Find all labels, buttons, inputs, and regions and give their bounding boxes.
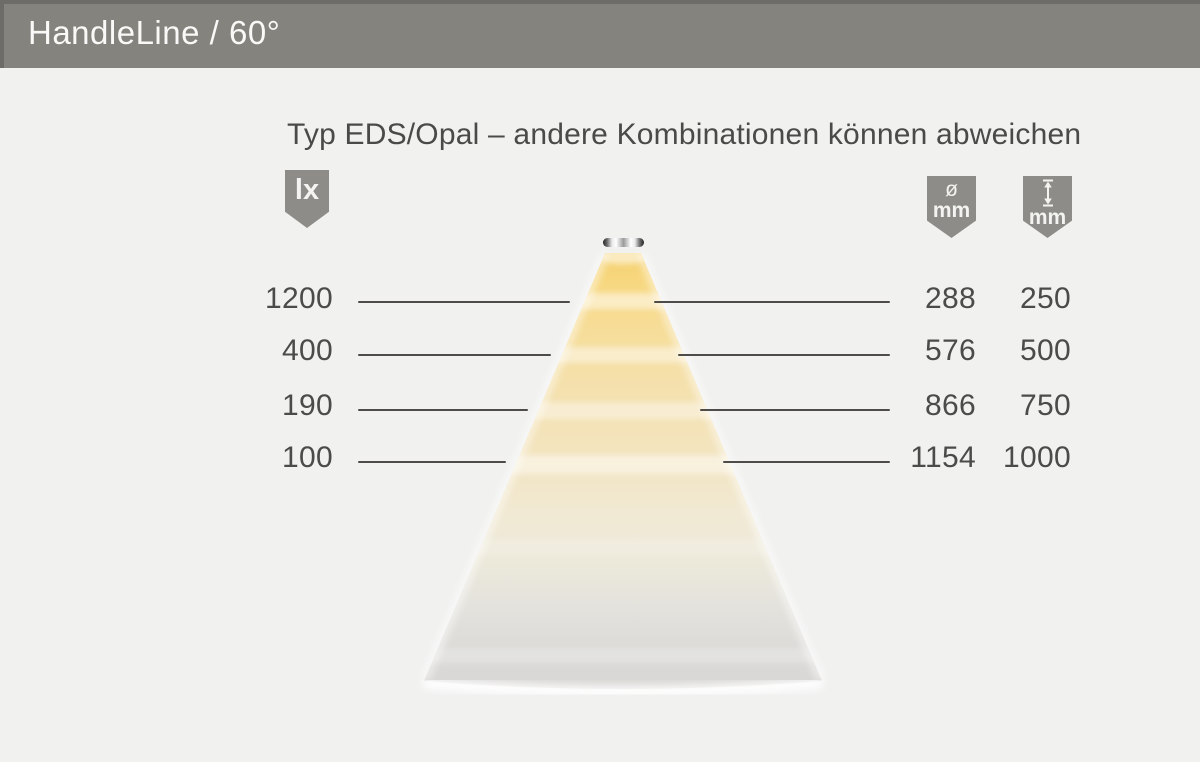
lux-value: 100	[282, 441, 333, 474]
diameter-unit-label: mm	[932, 199, 971, 222]
title-bar: HandleLine / 60°	[0, 0, 1200, 68]
height-arrow-icon	[1042, 179, 1053, 207]
measure-line-left	[358, 409, 528, 411]
page-title: HandleLine / 60°	[28, 14, 281, 51]
distance-value: 1000	[1003, 441, 1071, 474]
diagram-subtitle: Typ EDS/Opal – andere Kombinationen könn…	[287, 118, 1082, 151]
distance-value: 750	[1020, 389, 1071, 422]
measure-line-right	[654, 301, 890, 303]
height-unit-label: mm	[1028, 206, 1067, 229]
lux-value: 400	[282, 334, 333, 367]
measure-line-left	[358, 301, 570, 303]
light-cone-shape	[424, 253, 822, 689]
measure-line-right	[723, 461, 890, 463]
diameter-icon: ø	[945, 178, 958, 201]
lux-unit-badge: lx	[285, 170, 329, 228]
measure-line-right	[678, 354, 890, 356]
diameter-value: 288	[925, 282, 976, 315]
diameter-value: 866	[925, 389, 976, 422]
lux-value: 1200	[265, 282, 333, 315]
distance-value: 250	[1020, 282, 1071, 315]
height-unit-badge: mm	[1023, 176, 1072, 238]
distance-value: 500	[1020, 334, 1071, 367]
diameter-unit-badge: ø mm	[927, 176, 976, 238]
measure-line-right	[700, 409, 890, 411]
cone-light-bands	[424, 253, 822, 663]
diameter-value: 1154	[910, 441, 976, 474]
cone-edge-glow	[421, 252, 825, 697]
lux-value: 190	[282, 389, 333, 422]
luminaire-icon	[603, 238, 644, 247]
lux-unit-label: lx	[294, 174, 320, 206]
measure-line-left	[358, 461, 506, 463]
diameter-value: 576	[925, 334, 976, 367]
measure-line-left	[358, 354, 551, 356]
